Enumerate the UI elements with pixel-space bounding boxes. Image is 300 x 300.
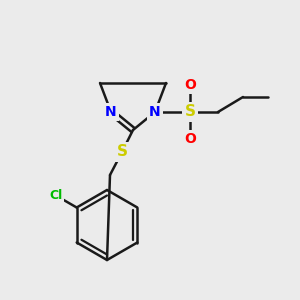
Text: S: S <box>116 145 128 160</box>
Text: O: O <box>184 78 196 92</box>
Text: N: N <box>105 105 117 119</box>
Text: O: O <box>184 132 196 146</box>
Text: Cl: Cl <box>49 189 62 202</box>
Text: S: S <box>184 104 196 119</box>
Text: N: N <box>149 105 161 119</box>
